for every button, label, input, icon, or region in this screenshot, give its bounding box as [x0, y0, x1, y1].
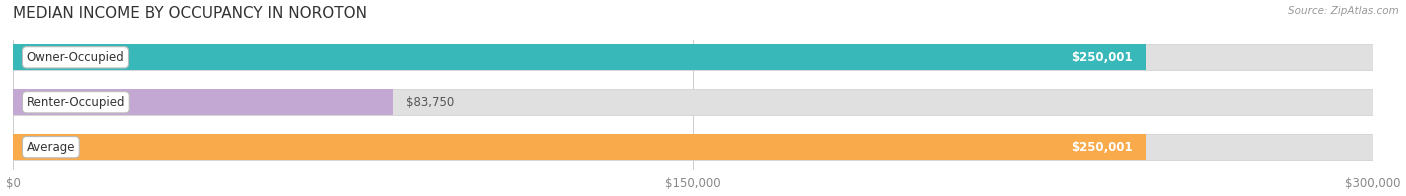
Text: MEDIAN INCOME BY OCCUPANCY IN NOROTON: MEDIAN INCOME BY OCCUPANCY IN NOROTON — [13, 5, 367, 21]
Bar — [13, 134, 1146, 160]
Text: Average: Average — [27, 141, 75, 154]
Bar — [13, 89, 1372, 115]
Text: $250,001: $250,001 — [1071, 51, 1132, 64]
Text: Source: ZipAtlas.com: Source: ZipAtlas.com — [1288, 6, 1399, 16]
Text: $83,750: $83,750 — [406, 96, 454, 109]
Bar — [13, 44, 1372, 70]
Bar — [13, 44, 1146, 70]
Bar — [13, 134, 1372, 160]
Text: Owner-Occupied: Owner-Occupied — [27, 51, 124, 64]
Text: Renter-Occupied: Renter-Occupied — [27, 96, 125, 109]
Bar — [13, 89, 392, 115]
Text: $250,001: $250,001 — [1071, 141, 1132, 154]
